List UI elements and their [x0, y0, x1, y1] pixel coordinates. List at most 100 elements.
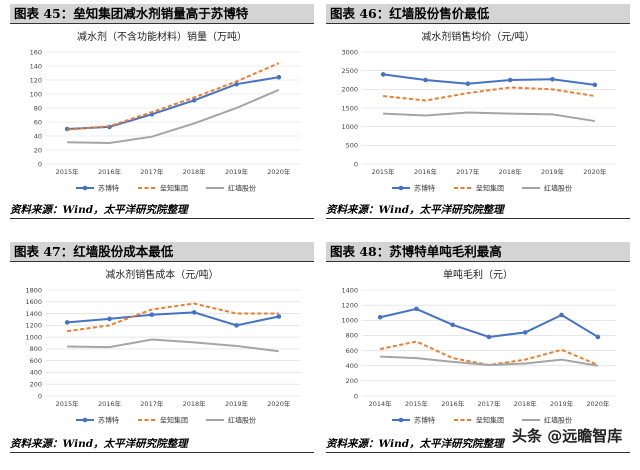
- x-tick-label: 2018年: [183, 399, 207, 408]
- y-tick-label: 60: [34, 118, 42, 126]
- y-tick-label: 1800: [25, 286, 42, 294]
- y-tick-label: 40: [34, 132, 42, 140]
- data-point: [450, 322, 456, 328]
- y-tick-label: 1000: [341, 123, 358, 131]
- y-tick-label: 1200: [25, 322, 42, 330]
- y-tick-label: 1500: [341, 104, 358, 112]
- data-point: [465, 81, 471, 87]
- data-point: [191, 310, 197, 315]
- data-point: [550, 76, 555, 82]
- y-tick-label: 1200: [341, 301, 358, 309]
- data-point: [507, 77, 513, 83]
- watermark: 头条 @远瞻智库: [512, 427, 623, 445]
- y-tick-label: 800: [346, 332, 358, 340]
- line-chart-1: 减水剂（不含功能材料）销量（万吨） 0 20 40 60 80 100 120 140 160 20…: [30, 30, 300, 193]
- x-tick-label: 2016年: [441, 399, 465, 408]
- series-line: [67, 338, 279, 353]
- legend-label: 红墙股份: [228, 184, 256, 193]
- data-point: [414, 306, 419, 312]
- data-point: [522, 330, 528, 335]
- x-tick-label: 2018年: [514, 399, 538, 408]
- x-tick-label: 2016年: [98, 399, 122, 408]
- y-tick-label: 140: [30, 62, 42, 70]
- y-tick-label: 400: [346, 362, 358, 370]
- chart-header-4: 图表 48：苏博特单吨毛利最高: [326, 242, 630, 262]
- series-line: [383, 86, 595, 102]
- y-tick-label: 1400: [341, 286, 358, 294]
- bottom-divider-4: [326, 452, 630, 453]
- legend-label: 红墙股份: [544, 184, 572, 193]
- line-chart-3: 减水剂销售成本（元/吨） 0 200 400 600 800 1000 1200 1400 160…: [25, 268, 300, 425]
- chart-panel-4: 图表 48：苏博特单吨毛利最高 单吨毛利（元） 0 200 400 600 800 1000…: [326, 242, 630, 470]
- y-tick-label: 1000: [25, 333, 42, 341]
- chart-header-2: 图表 46：红墙股份售价最低: [326, 4, 630, 24]
- x-tick-label: 2020年: [583, 167, 607, 176]
- x-tick-label: 2019年: [225, 399, 249, 408]
- data-point: [64, 320, 70, 325]
- data-point: [423, 77, 428, 83]
- y-tick-label: 200: [30, 381, 42, 389]
- series-line: [380, 355, 599, 367]
- y-tick-label: 2000: [341, 86, 358, 94]
- legend-label: 垒知集团: [476, 184, 504, 193]
- legend-marker: [398, 417, 404, 423]
- data-point: [191, 98, 197, 103]
- x-tick-label: 2018年: [499, 167, 523, 176]
- x-tick-label: 2020年: [586, 399, 610, 408]
- chart-panel-1: 图表 45：垒知集团减水剂销量高于苏博特 减水剂（不含功能材料）销量（万吨） 0 2…: [10, 4, 314, 232]
- legend-label: 垒知集团: [476, 416, 504, 425]
- y-tick-label: 2500: [341, 67, 358, 75]
- y-tick-label: 20: [34, 146, 42, 154]
- y-tick-label: 600: [30, 357, 42, 365]
- y-tick-label: 1400: [25, 310, 42, 318]
- y-tick-label: 80: [34, 104, 42, 112]
- x-tick-label: 2019年: [225, 167, 249, 176]
- legend-marker: [398, 185, 404, 191]
- data-point: [276, 314, 282, 319]
- series-line: [67, 302, 279, 333]
- y-tick-label: 0: [38, 392, 42, 400]
- y-tick-label: 0: [354, 392, 358, 400]
- x-tick-label: 2019年: [541, 167, 565, 176]
- y-tick-label: 200: [346, 377, 358, 385]
- x-tick-label: 2020年: [267, 167, 291, 176]
- legend-label: 垒知集团: [160, 184, 188, 193]
- chart-title: 减水剂销售成本（元/吨）: [105, 268, 218, 281]
- data-point: [592, 82, 598, 88]
- y-tick-label: 120: [30, 76, 42, 84]
- y-tick-label: 600: [346, 347, 358, 355]
- x-tick-label: 2017年: [140, 167, 164, 176]
- y-tick-label: 160: [30, 48, 42, 56]
- series-line: [67, 311, 280, 327]
- legend-label: 苏博特: [98, 416, 119, 425]
- bottom-divider-3: [10, 452, 314, 453]
- chart-title: 单吨毛利（元）: [443, 268, 513, 281]
- legend-label: 苏博特: [414, 184, 435, 193]
- series-line: [383, 73, 595, 86]
- x-tick-label: 2015年: [56, 399, 80, 408]
- legend-label: 红墙股份: [228, 416, 256, 425]
- y-tick-label: 3000: [341, 48, 358, 56]
- y-tick-label: 1600: [25, 298, 42, 306]
- chart-title: 减水剂（不含功能材料）销量（万吨）: [77, 30, 247, 43]
- legend-label: 苏博特: [414, 416, 435, 425]
- y-tick-label: 800: [30, 345, 42, 353]
- x-tick-label: 2020年: [267, 399, 291, 408]
- legend-marker: [82, 185, 88, 191]
- source-note-1: 资料来源：Wind，太平洋研究院整理: [10, 204, 188, 216]
- source-note-2: 资料来源：Wind，太平洋研究院整理: [326, 204, 504, 216]
- line-chart-2: 减水剂销售均价（元/吨） 0 500 1000 1500 2000 2500 3000 2015…: [341, 30, 616, 193]
- data-point: [595, 334, 601, 340]
- source-note-4: 资料来源：Wind，太平洋研究院整理: [326, 438, 504, 450]
- chart-panel-3: 图表 47：红墙股份成本最低 减水剂销售成本（元/吨） 0 200 400 600 800…: [10, 242, 314, 470]
- data-point: [380, 72, 386, 77]
- data-point: [234, 323, 239, 328]
- series-line: [67, 62, 280, 131]
- data-point: [276, 74, 282, 80]
- series-line: [383, 111, 595, 123]
- y-tick-label: 400: [30, 369, 42, 377]
- x-tick-label: 2019年: [550, 399, 574, 408]
- data-point: [559, 312, 564, 318]
- x-tick-label: 2015年: [372, 167, 396, 176]
- x-tick-label: 2016年: [414, 167, 438, 176]
